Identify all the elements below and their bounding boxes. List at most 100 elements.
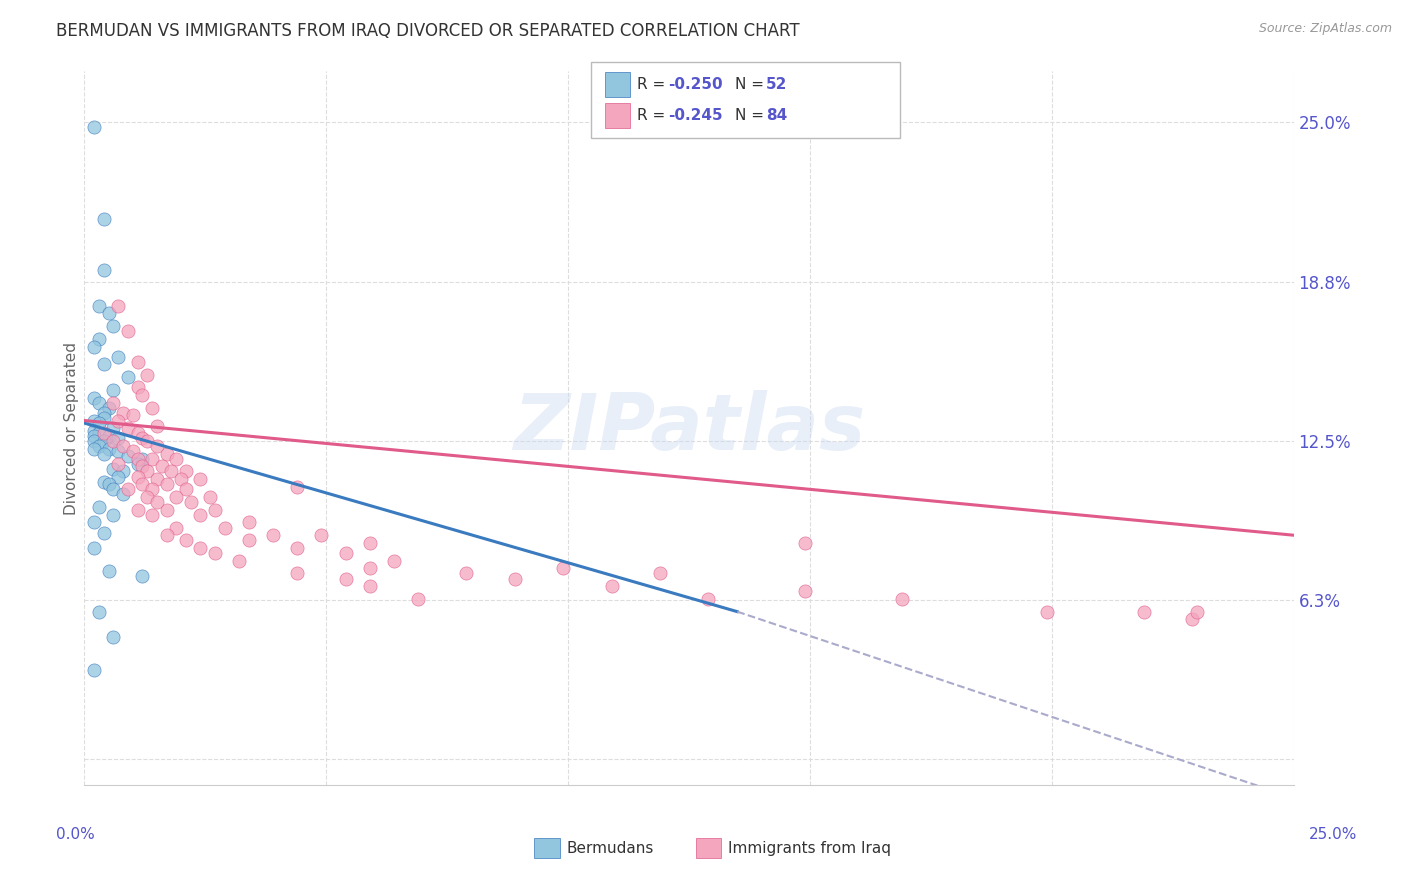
Point: [406, 591, 429, 606]
Point: [553, 561, 575, 575]
Point: [127, 355, 149, 369]
Point: [214, 520, 236, 534]
Point: [87, 500, 110, 515]
Point: [117, 483, 139, 497]
Point: [112, 487, 135, 501]
Point: [127, 502, 149, 516]
Point: [107, 413, 129, 427]
Point: [83, 663, 105, 677]
Point: [117, 449, 139, 463]
Point: [121, 444, 143, 458]
Point: [93, 434, 115, 448]
Point: [83, 340, 105, 354]
Text: N =: N =: [735, 78, 769, 92]
Point: [103, 483, 125, 497]
Point: [97, 401, 120, 415]
Point: [112, 465, 135, 479]
Point: [83, 120, 105, 135]
Point: [180, 495, 202, 509]
Point: [93, 263, 115, 277]
Point: [141, 483, 163, 497]
Text: ZIPatlas: ZIPatlas: [513, 390, 865, 467]
Point: [83, 434, 105, 448]
Point: [165, 451, 187, 466]
Point: [648, 566, 671, 581]
Point: [97, 442, 120, 456]
Point: [107, 444, 129, 458]
Point: [136, 368, 159, 382]
Point: [335, 546, 357, 560]
Point: [93, 426, 115, 441]
Point: [127, 426, 149, 441]
Point: [503, 572, 526, 586]
Point: [890, 591, 912, 606]
Point: [141, 508, 163, 522]
Point: [1181, 612, 1204, 626]
Point: [190, 541, 212, 555]
Point: [311, 528, 333, 542]
Point: [136, 465, 159, 479]
Point: [93, 447, 115, 461]
Point: [127, 380, 149, 394]
Point: [155, 477, 177, 491]
Point: [83, 442, 105, 456]
Y-axis label: Divorced or Separated: Divorced or Separated: [63, 342, 79, 515]
Text: -0.245: -0.245: [668, 108, 723, 122]
Point: [285, 541, 308, 555]
Point: [131, 459, 153, 474]
Point: [155, 502, 177, 516]
Point: [204, 502, 226, 516]
Point: [359, 561, 381, 575]
Point: [285, 566, 308, 581]
Point: [228, 554, 250, 568]
Point: [127, 469, 149, 483]
Point: [117, 421, 139, 435]
Point: [204, 546, 226, 560]
Point: [141, 401, 163, 415]
Point: [103, 383, 125, 397]
Text: 84: 84: [766, 108, 787, 122]
Point: [174, 465, 197, 479]
Point: [97, 564, 120, 578]
Point: [359, 579, 381, 593]
Text: R =: R =: [637, 78, 671, 92]
Point: [146, 439, 169, 453]
Point: [697, 591, 720, 606]
Point: [83, 541, 105, 555]
Point: [155, 447, 177, 461]
Point: [103, 434, 125, 448]
Point: [107, 350, 129, 364]
Point: [146, 495, 169, 509]
Point: [146, 418, 169, 433]
Point: [155, 528, 177, 542]
Point: [103, 630, 125, 644]
Text: N =: N =: [735, 108, 769, 122]
Point: [93, 358, 115, 372]
Text: R =: R =: [637, 108, 671, 122]
Text: BERMUDAN VS IMMIGRANTS FROM IRAQ DIVORCED OR SEPARATED CORRELATION CHART: BERMUDAN VS IMMIGRANTS FROM IRAQ DIVORCE…: [56, 22, 800, 40]
Point: [83, 424, 105, 438]
Point: [117, 324, 139, 338]
Point: [87, 332, 110, 346]
Point: [117, 370, 139, 384]
Point: [794, 584, 817, 599]
Text: 52: 52: [766, 78, 787, 92]
Point: [97, 429, 120, 443]
Point: [198, 490, 221, 504]
Point: [107, 457, 129, 471]
Point: [150, 459, 173, 474]
Point: [190, 508, 212, 522]
Text: 0.0%: 0.0%: [56, 827, 96, 841]
Point: [131, 431, 153, 445]
Point: [93, 525, 115, 540]
Point: [359, 536, 381, 550]
Point: [93, 406, 115, 420]
Point: [382, 554, 405, 568]
Point: [174, 533, 197, 548]
Point: [112, 439, 135, 453]
Point: [141, 451, 163, 466]
Point: [238, 533, 260, 548]
Point: [285, 480, 308, 494]
Point: [83, 429, 105, 443]
Point: [103, 421, 125, 435]
